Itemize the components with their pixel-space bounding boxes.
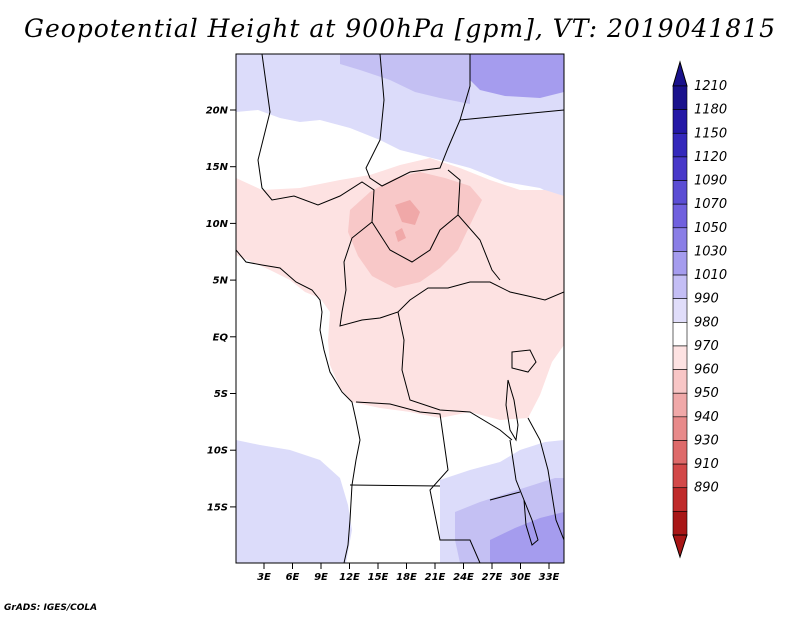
colorbar-swatch <box>672 85 688 110</box>
lon-tick-label: 30E <box>510 572 531 583</box>
colorbar-top-arrow <box>672 60 688 87</box>
colorbar-label: 980 <box>694 315 719 330</box>
colorbar-label: 1150 <box>694 126 727 141</box>
central-pink-region <box>236 158 564 420</box>
lat-tick-label: 15S <box>207 502 228 513</box>
longitude-axis: 3E 6E 9E 12E 15E 18E 21E 24E 27E 30E 33E <box>257 563 560 583</box>
lake-victoria <box>511 349 537 373</box>
colorbar-swatch <box>672 156 688 181</box>
colorbar-label: 960 <box>694 363 719 378</box>
colorbar-label: 950 <box>694 386 719 401</box>
colorbar-swatch <box>672 440 688 465</box>
lon-tick-label: 9E <box>314 572 328 583</box>
colorbar-label: 1030 <box>694 244 727 259</box>
colorbar-swatch <box>672 392 688 418</box>
southeast-deep-blue-region <box>490 512 564 563</box>
colorbar-swatch <box>672 203 688 229</box>
lat-tick-label: 10S <box>207 446 228 457</box>
colorbar-swatch <box>672 274 688 299</box>
colorbar-swatch <box>672 109 688 134</box>
colorbar-label: 1070 <box>694 197 727 212</box>
colorbar-swatch <box>672 180 688 205</box>
map-title: Geopotential Height at 900hPa [gpm], VT:… <box>23 14 777 43</box>
colorbar-label: 1180 <box>694 103 727 118</box>
central-deep-pink-patch-2 <box>395 228 406 242</box>
lon-tick-label: 6E <box>286 572 300 583</box>
lake-malawi <box>523 499 539 546</box>
lon-tick-label: 21E <box>425 572 446 583</box>
colorbar-swatch <box>672 298 688 323</box>
colorbar-swatch <box>672 132 688 158</box>
colorbar-label: 1090 <box>694 174 727 189</box>
shaded-field <box>236 54 564 563</box>
colorbar-swatch <box>672 227 688 252</box>
lon-tick-label: 33E <box>539 572 560 583</box>
lon-tick-label: 18E <box>396 572 417 583</box>
north-deep-blue-region <box>470 54 564 98</box>
colorbar-swatch <box>672 369 688 394</box>
lat-tick-label: EQ <box>213 332 229 343</box>
grads-credit: GrADS: IGES/COLA <box>4 603 98 613</box>
north-mid-blue-region <box>340 54 470 104</box>
lat-tick-label: 5N <box>213 276 229 287</box>
colorbar-swatch <box>672 487 688 512</box>
north-blue-region <box>236 54 564 200</box>
colorbar-label: 890 <box>694 481 719 496</box>
latitude-axis: 20N 15N 10N 5N EQ 5S 10S 15S <box>206 106 236 513</box>
colorbar-label: 1050 <box>694 221 727 236</box>
colorbar-label: 910 <box>694 457 719 472</box>
colorbar-label: 990 <box>694 292 719 307</box>
lat-tick-label: 20N <box>206 106 229 117</box>
colorbar-swatch <box>672 511 688 536</box>
lat-tick-label: 5S <box>214 389 228 400</box>
lon-tick-label: 27E <box>482 572 503 583</box>
lat-tick-label: 15N <box>206 162 229 173</box>
central-deep-pink-patch <box>395 200 420 225</box>
lon-tick-label: 12E <box>339 572 360 583</box>
central-mid-pink-region <box>348 172 482 288</box>
colorbar-label: 1120 <box>694 150 727 165</box>
colorbar-label: 1210 <box>694 79 727 94</box>
lat-tick-label: 10N <box>206 219 229 230</box>
colorbar-label: 940 <box>694 410 719 425</box>
colorbar-swatch <box>672 322 688 347</box>
colorbar-label: 1010 <box>694 268 727 283</box>
colorbar-swatch <box>672 345 688 370</box>
lon-tick-label: 24E <box>453 572 474 583</box>
lon-tick-label: 15E <box>368 572 389 583</box>
plot-frame <box>235 53 565 564</box>
colorbar: 1210 1180 1150 1120 1090 1070 1050 1030 1010 990 9… <box>672 60 727 559</box>
southwest-blue-region <box>236 440 352 563</box>
lake-tanganyika <box>505 379 519 442</box>
lon-tick-label: 3E <box>257 572 271 583</box>
colorbar-label: 930 <box>694 433 719 448</box>
colorbar-swatch <box>672 416 688 441</box>
coastline <box>236 249 361 563</box>
colorbar-swatch <box>672 251 688 276</box>
colorbar-label: 970 <box>694 339 719 354</box>
boundaries <box>236 54 564 563</box>
colorbar-bottom-arrow <box>672 534 688 559</box>
colorbar-swatch <box>672 463 688 489</box>
border-lines <box>257 54 564 563</box>
